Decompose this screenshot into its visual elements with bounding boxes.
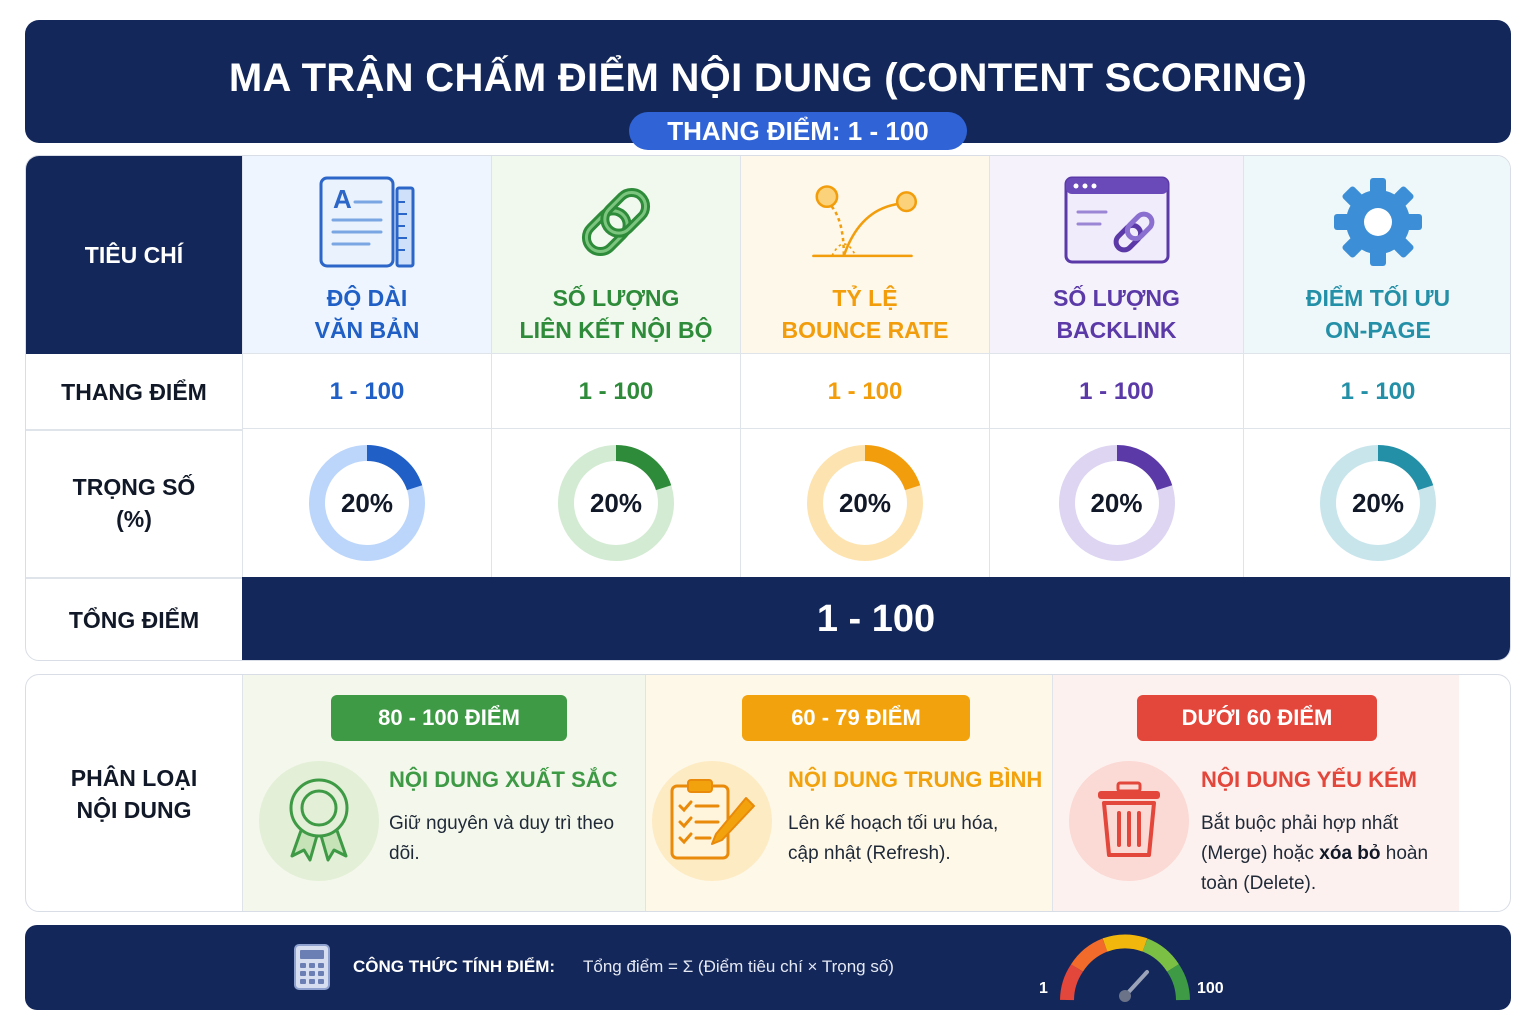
weight-donut: 20% — [805, 443, 925, 563]
criteria-scale: 1 - 100 — [741, 354, 989, 429]
category-title: NỘI DUNG TRUNG BÌNH — [788, 767, 1043, 792]
criteria-column-text-length: A ĐỘ DÀI VĂN BẢN 1 - 100 — [242, 156, 491, 577]
weight-percent: 20% — [1351, 488, 1405, 518]
category-badge: 60 - 79 ĐIỂM — [742, 695, 970, 741]
score-gauge-icon — [1055, 930, 1195, 1011]
criteria-weight: 20% — [990, 429, 1243, 577]
criteria-name: SỐ LƯỢNG LIÊN KẾT NỘI BỘ — [492, 282, 740, 346]
criteria-name: SỐ LƯỢNG BACKLINK — [990, 282, 1243, 346]
chain-link-icon — [561, 172, 671, 272]
category-excellent: 80 - 100 ĐIỂM NỘI DUNG XUẤT SẮC Giữ nguy… — [242, 675, 645, 911]
gear-icon — [1323, 172, 1433, 272]
row-divider — [26, 429, 242, 431]
category-badge: DƯỚI 60 ĐIỂM — [1137, 695, 1377, 741]
classification-label-line2: NỘI DUNG — [76, 797, 192, 823]
weight-donut: 20% — [556, 443, 676, 563]
criteria-header: ĐIỂM TỐI ƯU ON-PAGE — [1244, 156, 1510, 354]
weight-percent: 20% — [838, 488, 892, 518]
category-desc-part1: Bắt buộc phải hợp nhất (Merge) hoặc — [1201, 813, 1399, 864]
weight-percent: 20% — [340, 488, 394, 518]
category-title: NỘI DUNG XUẤT SẮC — [389, 767, 618, 792]
criteria-name-line1: TỶ LỆ — [832, 285, 898, 311]
criteria-column-bounce-rate: TỶ LỆ BOUNCE RATE 1 - 100 20% — [740, 156, 989, 577]
formula-text: Tổng điểm = Σ (Điểm tiêu chí × Trọng số) — [583, 957, 894, 976]
criteria-name-line1: ĐỘ DÀI — [326, 285, 408, 311]
total-score: 1 - 100 — [242, 577, 1510, 660]
category-description: Lên kế hoạch tối ưu hóa, cập nhật (Refre… — [788, 813, 999, 864]
row-label-weight-line2: (%) — [116, 506, 152, 532]
criteria-column-backlinks: SỐ LƯỢNG BACKLINK 1 - 100 20% — [989, 156, 1243, 577]
criteria-header: A ĐỘ DÀI VĂN BẢN — [243, 156, 491, 354]
criteria-weight: 20% — [492, 429, 740, 577]
weight-percent: 20% — [1090, 488, 1143, 518]
browser-link-icon — [1062, 172, 1172, 272]
criteria-name-line2: BACKLINK — [1056, 317, 1177, 343]
row-label-criteria: TIÊU CHÍ — [26, 156, 242, 354]
criteria-column-on-page: ĐIỂM TỐI ƯU ON-PAGE 1 - 100 20% — [1243, 156, 1510, 577]
weight-percent: 20% — [589, 488, 643, 518]
criteria-weight: 20% — [1244, 429, 1510, 577]
gauge-max-label: 100 — [1197, 980, 1224, 997]
category-description: Giữ nguyên và duy trì theo dõi. — [389, 813, 615, 864]
criteria-scale: 1 - 100 — [492, 354, 740, 429]
header-banner: MA TRẬN CHẤM ĐIỂM NỘI DUNG (CONTENT SCOR… — [25, 20, 1511, 150]
criteria-name-line2: BOUNCE RATE — [781, 317, 949, 343]
category-icon-circle — [259, 761, 379, 881]
calculator-icon — [293, 943, 331, 996]
criteria-name: TỶ LỆ BOUNCE RATE — [741, 282, 989, 346]
category-desc-part2: hoàn toàn (Delete). — [1201, 843, 1429, 894]
criteria-name-line2: VĂN BẢN — [314, 317, 420, 343]
criteria-column-internal-links: SỐ LƯỢNG LIÊN KẾT NỘI BỘ 1 - 100 20% — [491, 156, 740, 577]
criteria-weight: 20% — [243, 429, 491, 577]
content-classification: PHÂN LOẠI NỘI DUNG 80 - 100 ĐIỂM NỘI DUN… — [25, 674, 1511, 912]
category-badge: 80 - 100 ĐIỂM — [331, 695, 567, 741]
category-icon-circle — [652, 761, 772, 881]
scale-pill: THANG ĐIỂM: 1 - 100 — [629, 112, 967, 150]
category-weak: DƯỚI 60 ĐIỂM NỘI DUNG YẾU KÉM Bắt buộc p… — [1052, 675, 1459, 911]
document-ruler-icon: A — [312, 172, 422, 272]
criteria-header: TỶ LỆ BOUNCE RATE — [741, 156, 989, 354]
criteria-name-line1: SỐ LƯỢNG — [1053, 285, 1180, 311]
criteria-name: ĐỘ DÀI VĂN BẢN — [243, 282, 491, 346]
criteria-name-line1: ĐIỂM TỐI ƯU — [1305, 285, 1451, 311]
criteria-scale: 1 - 100 — [1244, 354, 1510, 429]
formula-footer: CÔNG THỨC TÍNH ĐIỂM: Tổng điểm = Σ (Điểm… — [25, 925, 1511, 1010]
criteria-header: SỐ LƯỢNG LIÊN KẾT NỘI BỘ — [492, 156, 740, 354]
category-title: NỘI DUNG YẾU KÉM — [1201, 767, 1417, 792]
formula-label: CÔNG THỨC TÍNH ĐIỂM: — [353, 957, 556, 976]
bouncing-ball-icon — [810, 172, 920, 272]
criteria-name-line2: ON-PAGE — [1325, 317, 1431, 343]
category-icon-circle — [1069, 761, 1189, 881]
page-title: MA TRẬN CHẤM ĐIỂM NỘI DUNG (CONTENT SCOR… — [228, 56, 1308, 100]
weight-donut: 20% — [1318, 443, 1438, 563]
criteria-name: ĐIỂM TỐI ƯU ON-PAGE — [1244, 282, 1510, 346]
classification-label: PHÂN LOẠI NỘI DUNG — [26, 675, 242, 911]
weight-donut: 20% — [1057, 443, 1177, 563]
row-label-total: TỔNG ĐIỂM — [68, 606, 200, 633]
scoring-matrix: TIÊU CHÍ THANG ĐIỂM TRỌNG SỐ (%) TỔNG ĐI… — [25, 155, 1511, 661]
category-desc-bold: xóa bỏ — [1319, 843, 1381, 864]
row-label-weight: TRỌNG SỐ (%) — [26, 429, 242, 577]
row-label-weight-line1: TRỌNG SỐ — [72, 474, 196, 500]
gauge-min-label: 1 — [1039, 980, 1048, 997]
criteria-header: SỐ LƯỢNG BACKLINK — [990, 156, 1243, 354]
weight-donut: 20% — [307, 443, 427, 563]
row-label-scale: THANG ĐIỂM — [61, 378, 207, 405]
classification-label-line1: PHÂN LOẠI — [70, 765, 198, 791]
category-description: Bắt buộc phải hợp nhất (Merge) hoặc xóa … — [1201, 809, 1435, 899]
criteria-weight: 20% — [741, 429, 989, 577]
row-divider — [26, 577, 242, 579]
criteria-name-line1: SỐ LƯỢNG — [552, 285, 680, 311]
award-ribbon-icon — [284, 776, 354, 867]
trash-bin-icon — [1094, 779, 1164, 864]
criteria-scale: 1 - 100 — [990, 354, 1243, 429]
criteria-name-line2: LIÊN KẾT NỘI BỘ — [519, 317, 713, 343]
criteria-scale: 1 - 100 — [243, 354, 491, 429]
clipboard-checklist-icon — [666, 776, 758, 867]
svg-text:A: A — [333, 184, 352, 214]
category-average: 60 - 79 ĐIỂM NỘI DUNG TRUNG BÌNH Lên kế … — [645, 675, 1052, 911]
